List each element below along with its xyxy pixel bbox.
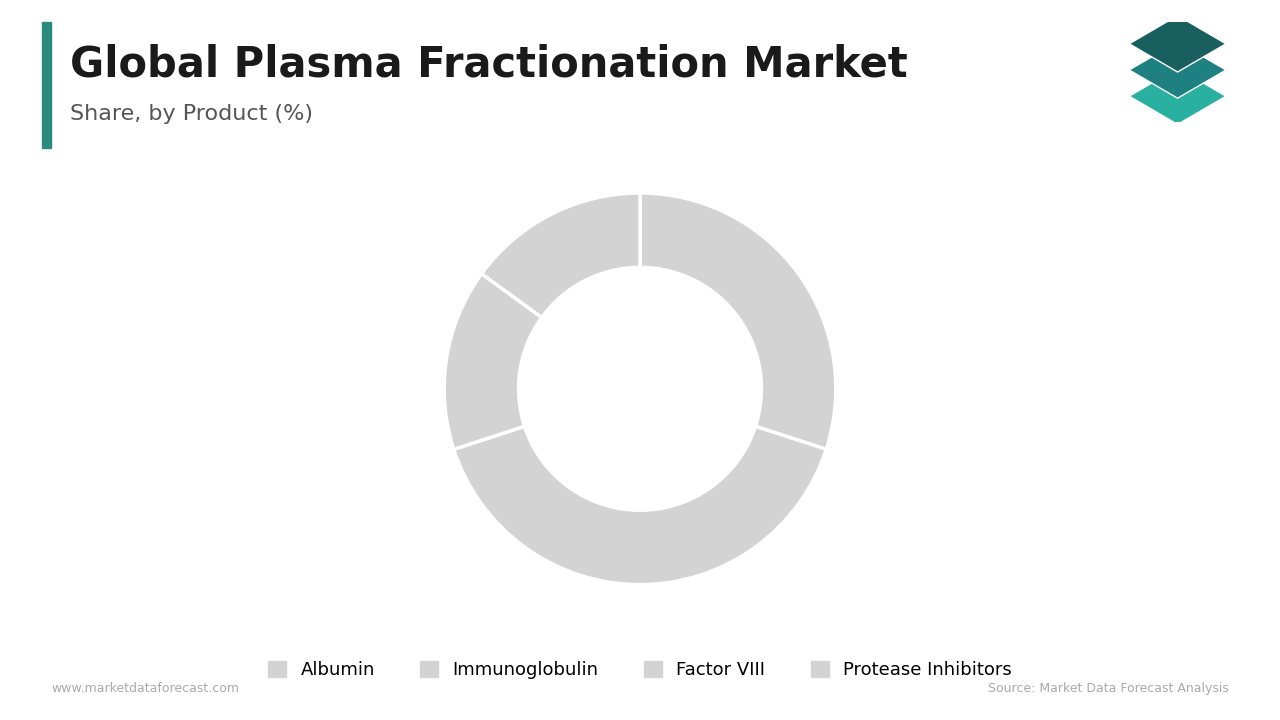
Text: Global Plasma Fractionation Market: Global Plasma Fractionation Market [70, 43, 908, 85]
Polygon shape [1129, 16, 1226, 72]
Legend: Albumin, Immunoglobulin, Factor VIII, Protease Inhibitors: Albumin, Immunoglobulin, Factor VIII, Pr… [260, 652, 1020, 688]
Polygon shape [1129, 68, 1226, 125]
Wedge shape [444, 274, 541, 449]
Wedge shape [640, 193, 836, 449]
Text: Share, by Product (%): Share, by Product (%) [70, 104, 314, 125]
Wedge shape [481, 193, 640, 318]
Text: Source: Market Data Forecast Analysis: Source: Market Data Forecast Analysis [988, 682, 1229, 695]
Wedge shape [453, 426, 827, 585]
Polygon shape [1129, 42, 1226, 98]
Text: www.marketdataforecast.com: www.marketdataforecast.com [51, 682, 239, 695]
